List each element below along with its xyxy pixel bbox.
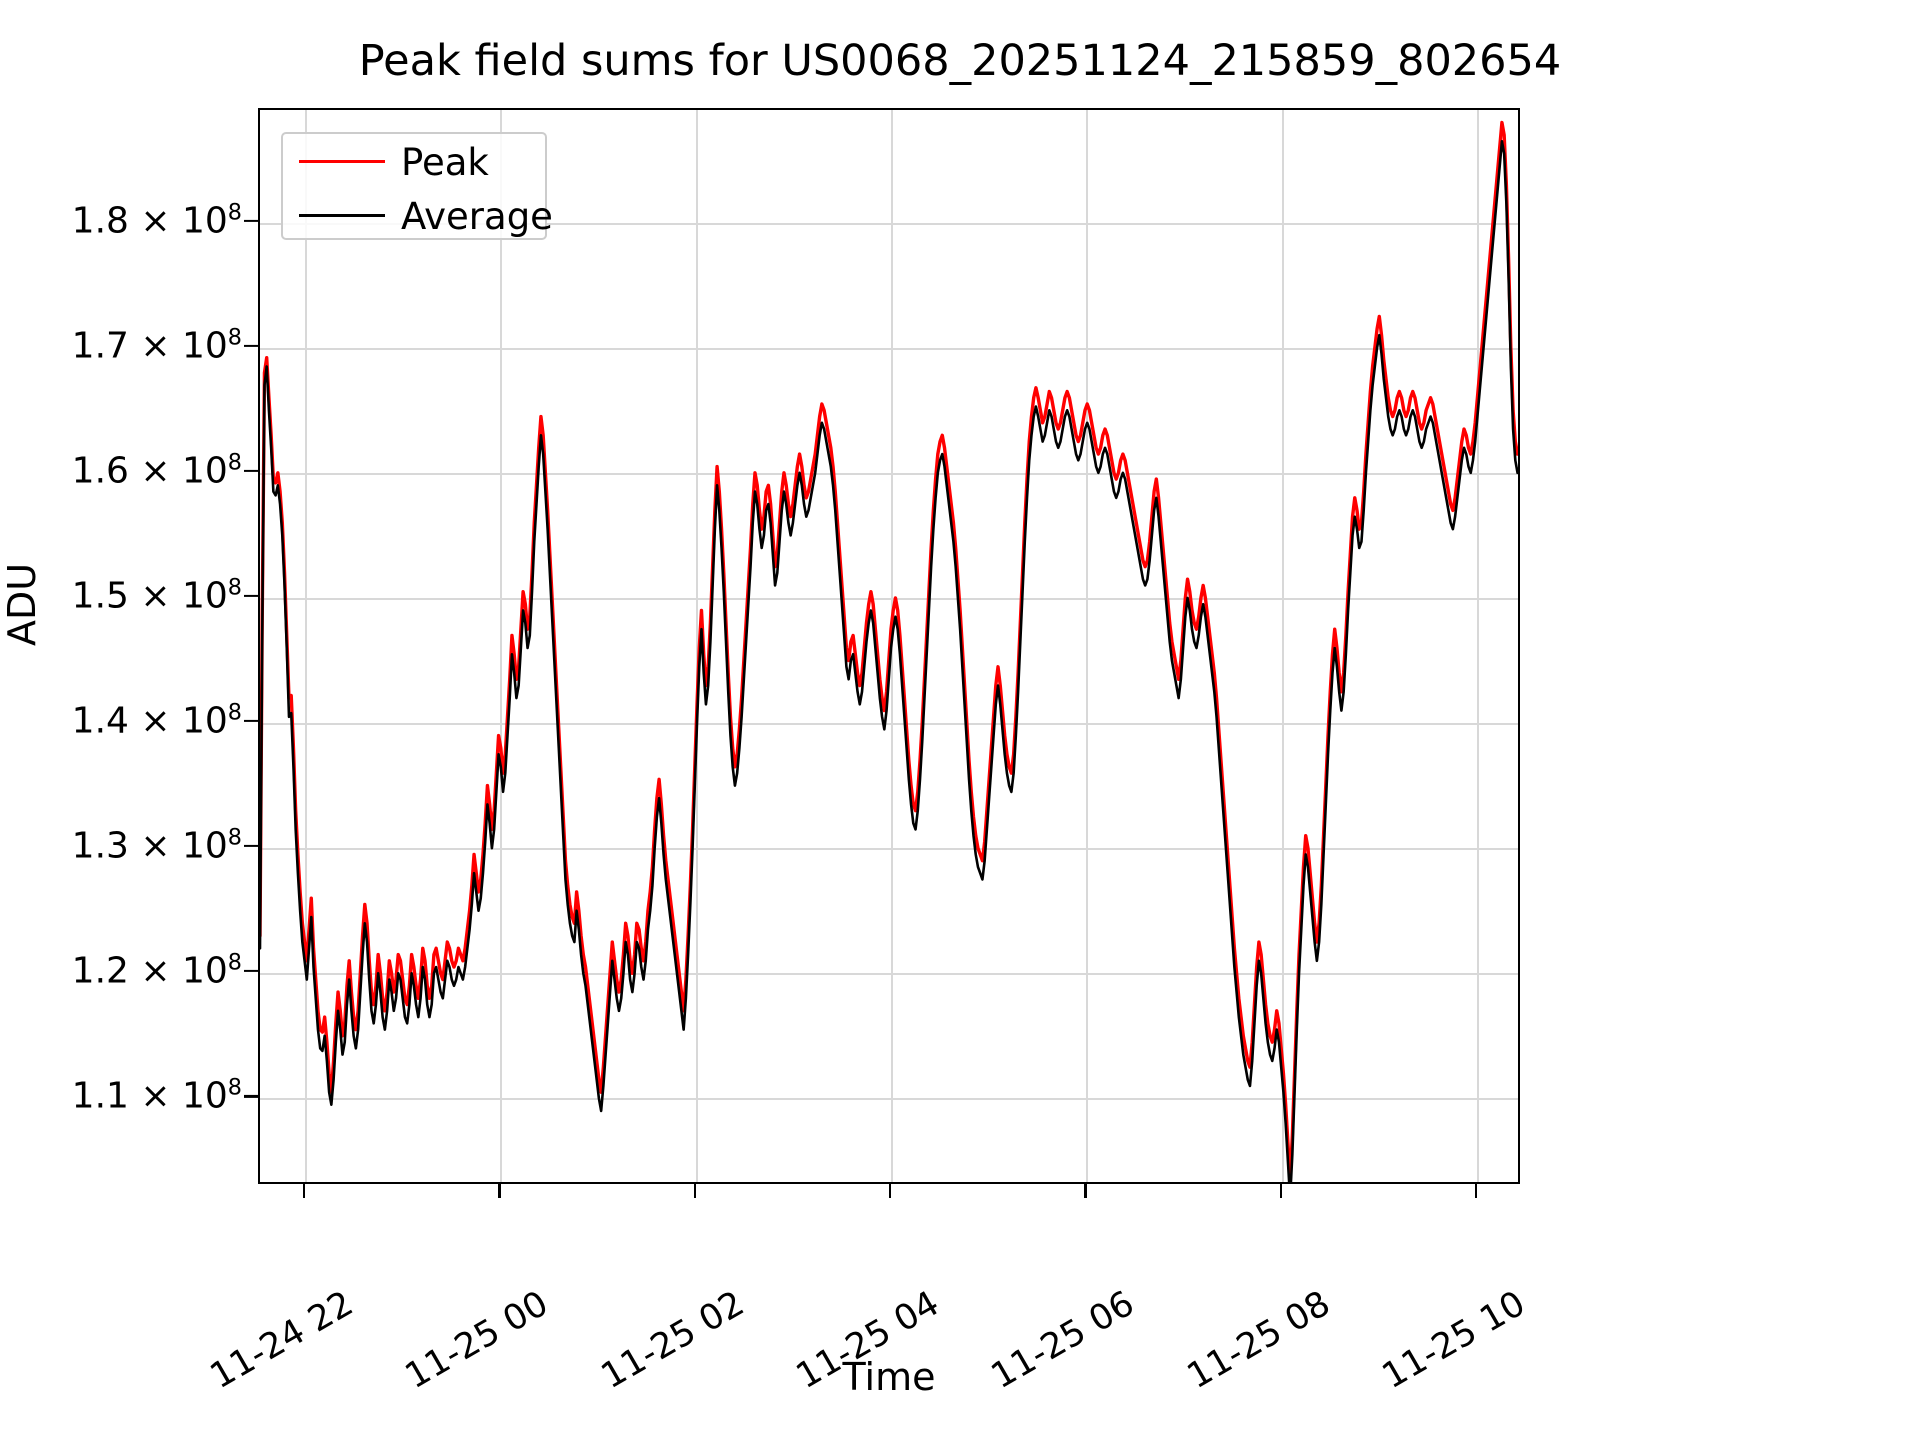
x-axis-label: Time [842, 1355, 936, 1399]
series-lines [260, 120, 1518, 1182]
y-tick-label: 1.3 × 108 [71, 824, 242, 867]
legend-entry[interactable]: Peak [283, 134, 545, 188]
legend-entry[interactable]: Average [283, 188, 553, 242]
y-tick-mark [244, 344, 258, 347]
y-tick-label: 1.4 × 108 [71, 699, 242, 742]
grid-line-horizontal [260, 347, 1518, 350]
y-tick-mark [244, 469, 258, 472]
y-tick-mark [244, 970, 258, 973]
grid-line-vertical [695, 110, 698, 1182]
y-tick-label: 1.6 × 108 [71, 449, 242, 492]
x-tick-mark [889, 1184, 892, 1198]
y-tick-label: 1.2 × 108 [71, 949, 242, 992]
y-tick-label: 1.5 × 108 [71, 574, 242, 617]
y-tick-label: 1.8 × 108 [71, 199, 242, 242]
y-tick-label: 1.7 × 108 [71, 324, 242, 367]
y-tick-label: 1.1 × 108 [71, 1074, 242, 1117]
series-line-average [260, 139, 1518, 1182]
x-tick-mark [1279, 1184, 1282, 1198]
x-tick-mark [1474, 1184, 1478, 1198]
chart-title: Peak field sums for US0068_20251124_2158… [358, 36, 1562, 86]
x-tick-mark [1084, 1184, 1087, 1198]
x-tick-mark [498, 1184, 501, 1198]
grid-line-horizontal [260, 1098, 1518, 1101]
legend-label: Peak [401, 141, 489, 184]
legend-line-swatch [299, 214, 385, 217]
grid-line-vertical [1086, 110, 1089, 1182]
y-tick-mark [244, 1095, 258, 1098]
y-axis-label: ADU [0, 562, 44, 646]
x-tick-mark [303, 1184, 306, 1198]
grid-line-vertical [500, 110, 503, 1182]
grid-line-vertical [1476, 110, 1479, 1182]
y-tick-mark [244, 219, 258, 222]
grid-line-horizontal [260, 597, 1518, 600]
legend-label: Average [401, 195, 553, 238]
y-tick-mark [244, 845, 258, 848]
y-tick-mark [244, 719, 258, 723]
grid-line-vertical [305, 110, 308, 1182]
chart-legend[interactable]: Peak Average [281, 132, 553, 242]
grid-line-vertical [1281, 110, 1284, 1182]
legend-line-swatch [299, 160, 385, 163]
plot-area [258, 108, 1520, 1184]
grid-line-horizontal [260, 472, 1518, 475]
grid-line-horizontal [260, 973, 1518, 976]
x-tick-mark [693, 1184, 696, 1198]
grid-line-horizontal [260, 723, 1518, 726]
grid-line-horizontal [260, 848, 1518, 851]
series-line-peak [260, 120, 1518, 1182]
y-tick-mark [244, 594, 258, 598]
grid-line-horizontal [260, 222, 1518, 225]
